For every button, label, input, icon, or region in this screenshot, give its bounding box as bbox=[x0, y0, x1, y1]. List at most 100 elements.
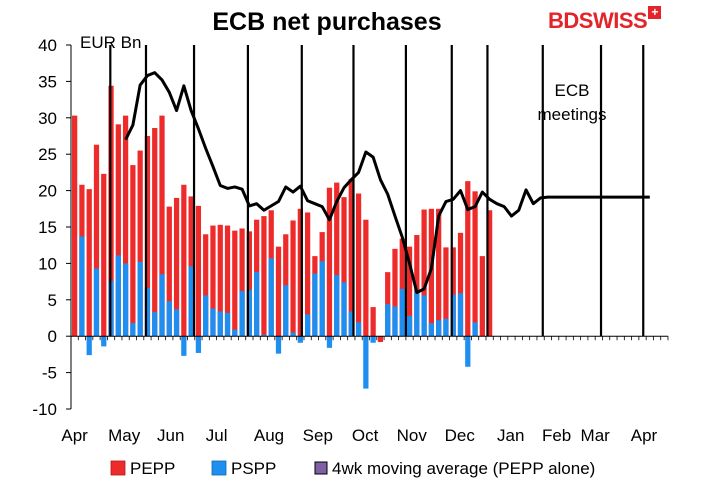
bar-pspp bbox=[152, 312, 158, 337]
bar-pspp bbox=[246, 289, 252, 337]
legend-label-moving-average: 4wk moving average (PEPP alone) bbox=[332, 459, 595, 478]
bar-pepp bbox=[239, 228, 245, 337]
bar-pepp bbox=[465, 181, 471, 337]
bar-pspp bbox=[370, 336, 376, 343]
annotation-line-2: meetings bbox=[538, 105, 607, 124]
bar-pspp bbox=[254, 272, 260, 337]
bar-pepp bbox=[406, 246, 413, 337]
bar-pepp bbox=[370, 307, 376, 337]
bar-pspp bbox=[137, 261, 143, 337]
bar-pspp bbox=[334, 275, 340, 337]
legend-swatch-moving-average bbox=[314, 461, 328, 475]
brand-logo: BDSWISS + bbox=[548, 6, 662, 34]
bar-pspp bbox=[457, 293, 464, 337]
bar-pspp bbox=[239, 291, 245, 337]
bars bbox=[72, 85, 493, 389]
bar-pspp bbox=[173, 309, 180, 337]
x-tick-label: Jan bbox=[497, 426, 524, 445]
bar-pspp bbox=[210, 308, 216, 337]
y-tick-label: 5 bbox=[48, 291, 57, 310]
unit-label: EUR Bn bbox=[80, 33, 141, 52]
bar-pepp bbox=[173, 197, 180, 337]
bar-pepp bbox=[159, 115, 165, 337]
x-tick-label: May bbox=[108, 426, 141, 445]
series-line-moving-average bbox=[124, 71, 650, 295]
bar-pspp bbox=[465, 336, 471, 367]
bar-pspp bbox=[144, 288, 151, 337]
bar-pepp bbox=[304, 212, 311, 337]
bar-pspp bbox=[319, 261, 325, 337]
bar-pepp bbox=[385, 272, 391, 337]
bar-pepp bbox=[450, 247, 456, 337]
bar-pepp bbox=[341, 197, 347, 337]
legend-label-pspp: PSPP bbox=[231, 459, 276, 478]
bar-pspp bbox=[355, 322, 362, 337]
bar-pepp bbox=[290, 220, 296, 337]
bar-pepp bbox=[166, 206, 172, 337]
bar-pspp bbox=[443, 318, 449, 337]
bar-pspp bbox=[115, 255, 121, 337]
bar-pepp bbox=[421, 209, 427, 337]
bar-pepp bbox=[181, 184, 187, 337]
bar-pepp bbox=[436, 208, 442, 337]
bar-pepp bbox=[232, 230, 238, 337]
bar-pepp bbox=[363, 219, 369, 337]
bar-pepp bbox=[122, 115, 129, 337]
y-tick-label: 10 bbox=[38, 254, 57, 273]
chart-title: ECB net purchases bbox=[212, 8, 441, 36]
x-tick-label: Sep bbox=[303, 426, 333, 445]
bar-pepp bbox=[72, 115, 78, 337]
bar-pepp bbox=[93, 144, 100, 337]
y-tick-label: 30 bbox=[38, 109, 57, 128]
bar-pspp bbox=[166, 301, 172, 337]
bar-pspp bbox=[428, 323, 435, 337]
bar-pspp bbox=[217, 311, 223, 337]
bar-pspp bbox=[414, 291, 420, 337]
bar-pspp bbox=[297, 336, 303, 343]
plus-icon: + bbox=[648, 6, 662, 19]
x-tick-label: Dec bbox=[445, 426, 476, 445]
bar-pspp bbox=[472, 322, 478, 337]
bar-pspp bbox=[436, 320, 442, 337]
bar-pspp bbox=[385, 304, 391, 337]
annotation-line-1: ECB bbox=[555, 81, 590, 100]
legend: PEPP PSPP 4wk moving average (PEPP alone… bbox=[110, 459, 595, 478]
bar-pepp bbox=[195, 205, 202, 337]
bar-pspp bbox=[181, 336, 187, 356]
y-tick-label: 35 bbox=[38, 72, 57, 91]
bar-pepp bbox=[261, 216, 267, 337]
meeting-lines bbox=[109, 45, 645, 337]
bar-pepp bbox=[472, 191, 478, 337]
bar-pepp bbox=[443, 247, 449, 337]
bar-pspp bbox=[203, 295, 209, 337]
bar-pspp bbox=[79, 236, 85, 337]
bar-pepp bbox=[152, 127, 158, 337]
y-tick-label: 0 bbox=[48, 327, 57, 346]
x-axis: Apr May Jun Jul Aug Sep Oct Nov Dec Jan Feb Mar Apr bbox=[61, 335, 669, 445]
x-tick-label: Apr bbox=[631, 426, 658, 445]
bar-pspp bbox=[348, 311, 354, 337]
bar-pepp bbox=[348, 178, 354, 337]
bar-pepp bbox=[355, 193, 362, 337]
bar-pepp bbox=[86, 189, 92, 337]
x-tick-label: Feb bbox=[542, 426, 571, 445]
bar-pspp bbox=[122, 263, 129, 337]
bar-pspp bbox=[392, 306, 398, 337]
bar-pepp bbox=[275, 246, 282, 337]
legend-swatch-pepp bbox=[110, 460, 126, 476]
x-tick-label: Apr bbox=[61, 426, 88, 445]
bar-pspp bbox=[363, 336, 369, 389]
y-tick-label: -10 bbox=[32, 400, 57, 419]
y-tick-label: 15 bbox=[38, 218, 57, 237]
bar-pspp bbox=[101, 336, 107, 347]
bar-pepp bbox=[210, 225, 216, 337]
bar-pepp bbox=[246, 231, 252, 337]
bar-pspp bbox=[224, 312, 231, 337]
bar-pspp bbox=[195, 336, 202, 353]
bar-pepp bbox=[392, 248, 398, 337]
bar-pepp bbox=[326, 187, 333, 337]
y-tick-label: 20 bbox=[38, 182, 57, 201]
bar-pspp bbox=[93, 268, 100, 337]
bar-pspp bbox=[304, 314, 311, 337]
